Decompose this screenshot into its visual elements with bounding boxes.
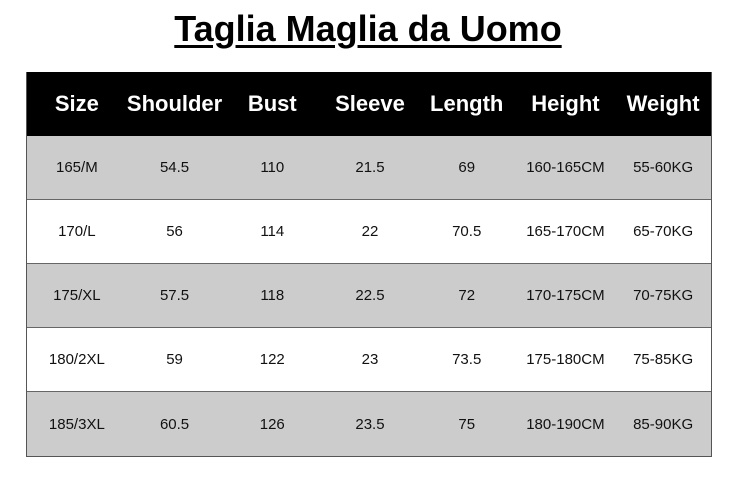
page-title: Taglia Maglia da Uomo bbox=[174, 8, 562, 49]
table-cell: 122 bbox=[259, 351, 285, 368]
table-cell: 22.5 bbox=[355, 287, 385, 304]
column-header: Size bbox=[54, 91, 99, 116]
table-row: 180/2XL 59 122 23 73.5 175-180CM 75-85KG bbox=[27, 328, 711, 392]
table-cell: 70.5 bbox=[452, 223, 482, 240]
table-cell: 160-165CM bbox=[526, 159, 605, 176]
table-row: 165/M 54.5 110 21.5 69 160-165CM 55-60KG bbox=[27, 136, 711, 200]
table-cell: 57.5 bbox=[159, 287, 190, 304]
table-header: Size Shoulder Bust Sleeve Length Height Weight bbox=[27, 72, 711, 136]
table-row: 170/L 56 114 22 70.5 165-170CM 65-70KG bbox=[27, 200, 711, 264]
table-cell: 56 bbox=[166, 223, 183, 240]
table-cell: 114 bbox=[260, 223, 285, 240]
table-row: 175/XL 57.5 118 22.5 72 170-175CM 70-75KG bbox=[27, 264, 711, 328]
table-row: 185/3XL 60.5 126 23.5 75 180-190CM 85-90KG bbox=[27, 392, 711, 456]
table-cell: 21.5 bbox=[355, 159, 385, 176]
table-cell: 175-180CM bbox=[526, 351, 605, 368]
column-header: Sleeve bbox=[335, 91, 405, 116]
table-cell: 180-190CM bbox=[526, 415, 605, 433]
table-cell: 180/2XL bbox=[48, 351, 105, 368]
column-header: Shoulder bbox=[126, 91, 223, 116]
table-cell: 65-70KG bbox=[633, 223, 694, 240]
table-cell: 165-170CM bbox=[526, 223, 605, 240]
table-cell: 185/3XL bbox=[48, 415, 105, 433]
column-header: Weight bbox=[626, 91, 700, 116]
column-header: Height bbox=[531, 91, 600, 116]
table-cell: 72 bbox=[458, 287, 476, 304]
table-cell: 175/XL bbox=[53, 287, 101, 304]
table-cell: 170-175CM bbox=[526, 287, 605, 304]
table-cell: 60.5 bbox=[159, 415, 190, 433]
table-cell: 85-90KG bbox=[633, 415, 694, 433]
table-cell: 23.5 bbox=[355, 415, 385, 433]
table-cell: 54.5 bbox=[159, 159, 190, 176]
size-table: Size Shoulder Bust Sleeve Length Height Weight… bbox=[26, 72, 712, 457]
table-cell: 73.5 bbox=[452, 351, 482, 368]
table-cell: 110 bbox=[260, 159, 285, 176]
table-cell: 59 bbox=[166, 351, 183, 368]
table-cell: 23 bbox=[361, 351, 379, 368]
table-cell: 126 bbox=[259, 415, 285, 433]
table-cell: 118 bbox=[260, 287, 285, 304]
column-header: Length bbox=[430, 91, 504, 116]
table-cell: 69 bbox=[458, 159, 476, 176]
table-cell: 70-75KG bbox=[633, 287, 694, 304]
table-cell: 170/L bbox=[58, 223, 96, 240]
table-cell: 22 bbox=[361, 223, 379, 240]
table-cell: 165/M bbox=[56, 159, 98, 176]
table-cell: 75-85KG bbox=[633, 351, 694, 368]
table-cell: 75 bbox=[458, 415, 476, 433]
column-header: Bust bbox=[247, 91, 297, 116]
table-cell: 55-60KG bbox=[633, 159, 694, 176]
